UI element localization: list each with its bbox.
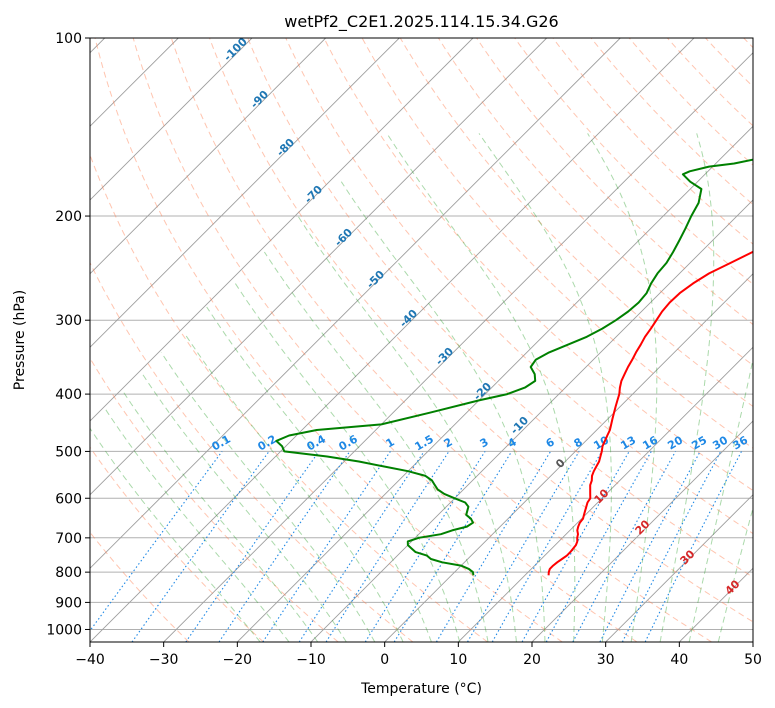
x-tick-label: −20 xyxy=(223,652,253,668)
mixing-ratio-line xyxy=(218,451,351,642)
isotherm-line xyxy=(605,494,753,642)
moist-adiabat xyxy=(90,427,261,642)
y-tick-label: 400 xyxy=(55,387,82,403)
x-tick-label: 0 xyxy=(380,652,389,668)
y-tick-label: 1000 xyxy=(46,622,82,638)
y-tick-label: 100 xyxy=(55,31,82,47)
x-tick-label: −30 xyxy=(149,652,179,668)
isotherm-line xyxy=(90,38,695,642)
dry-adiabat xyxy=(361,38,753,449)
moist-adiabat xyxy=(587,133,658,642)
x-tick-label: −10 xyxy=(296,652,326,668)
moist-adiabat xyxy=(340,181,546,642)
x-tick-label: 20 xyxy=(523,652,541,668)
moist-adiabat xyxy=(122,390,319,642)
dry-adiabat xyxy=(132,38,638,642)
moist-adiabat xyxy=(717,506,753,642)
chart-title: wetPf2_C2E1.2025.114.15.34.G26 xyxy=(284,12,558,32)
dry-adiabat xyxy=(90,261,414,642)
dry-adiabat xyxy=(323,38,753,492)
dry-adiabat xyxy=(170,38,712,642)
moist-adiabat xyxy=(234,283,461,642)
mixing-ratio-line xyxy=(262,451,391,642)
isotherm-line xyxy=(90,38,400,348)
temperature-profile-line xyxy=(547,250,753,576)
dry-adiabat xyxy=(247,38,753,578)
moist-adiabat xyxy=(206,306,432,642)
moist-adiabat xyxy=(688,357,753,642)
mixing-ratio-line xyxy=(621,451,722,642)
isotherm-line xyxy=(90,38,253,201)
moist-adiabat xyxy=(659,133,715,642)
dry-adiabat xyxy=(90,446,264,642)
dry-adiabat xyxy=(94,38,563,642)
isotherm-line xyxy=(384,273,753,642)
isotherm-line xyxy=(752,641,753,642)
isotherm-line xyxy=(90,38,474,422)
dry-adiabat xyxy=(590,38,753,206)
isotherm-line xyxy=(310,199,753,642)
moist-adiabat xyxy=(386,133,576,642)
isotherm-line xyxy=(90,38,327,275)
dewpoint-profile-line xyxy=(275,158,753,576)
isotherm-line xyxy=(531,420,753,642)
dry-adiabat xyxy=(514,38,753,285)
mixing-ratio-line xyxy=(131,451,270,642)
mixing-ratio-line xyxy=(298,451,425,642)
isotherm-line xyxy=(236,125,753,642)
y-tick-label: 500 xyxy=(55,444,82,460)
x-tick-label: 50 xyxy=(744,652,762,668)
x-tick-label: −40 xyxy=(75,652,105,668)
x-tick-label: 40 xyxy=(670,652,688,668)
x-tick-label: 10 xyxy=(449,652,467,668)
moist-adiabat xyxy=(183,332,404,642)
mixing-ratio-line xyxy=(185,451,320,642)
y-tick-label: 200 xyxy=(55,209,82,225)
mixing-ratio-line xyxy=(325,451,450,642)
moist-adiabat xyxy=(478,133,612,642)
mixing-ratio-line xyxy=(572,451,676,642)
isotherm-line xyxy=(90,38,621,569)
plot-frame xyxy=(89,37,754,643)
mixing-ratio-line xyxy=(521,451,630,642)
mixing-ratio-line xyxy=(393,451,513,642)
dry-adiabat xyxy=(399,38,753,408)
dry-adiabat xyxy=(209,38,753,623)
isotherm-line xyxy=(163,52,753,642)
y-tick-label: 600 xyxy=(55,491,82,507)
moist-adiabat xyxy=(160,352,376,642)
x-axis-label: Temperature (°C) xyxy=(360,681,482,697)
dry-adiabat xyxy=(476,38,753,326)
x-tick-label: 30 xyxy=(597,652,615,668)
moist-adiabat xyxy=(105,409,290,642)
y-tick-label: 300 xyxy=(55,313,82,329)
mixing-ratio-line xyxy=(90,451,223,632)
y-tick-label: 800 xyxy=(55,565,82,581)
mixing-ratio-line xyxy=(545,451,652,642)
y-axis-label: Pressure (hPa) xyxy=(12,290,28,390)
moist-adiabat xyxy=(142,373,347,642)
mixing-ratio-line xyxy=(644,451,742,642)
dry-adiabat xyxy=(628,38,753,166)
isotherm-line xyxy=(457,346,753,642)
moist-adiabat xyxy=(263,251,489,642)
y-tick-label: 700 xyxy=(55,531,82,547)
isotherm-line xyxy=(90,38,548,496)
y-tick-label: 900 xyxy=(55,595,82,611)
